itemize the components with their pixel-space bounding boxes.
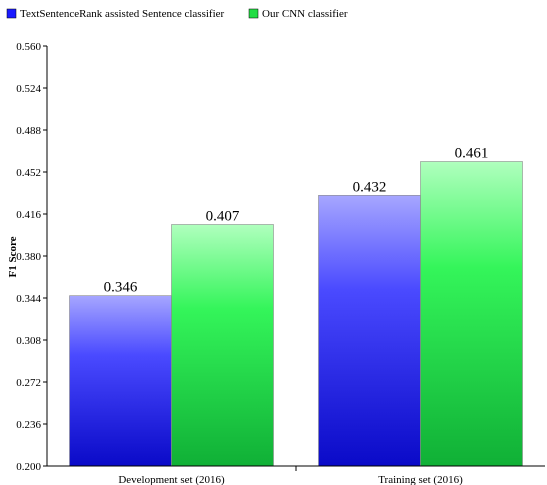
y-tick-label: 0.308 — [16, 335, 41, 347]
data-label: 0.461 — [455, 146, 489, 162]
legend-label-series-2: Our CNN classifier — [262, 8, 348, 20]
data-label: 0.346 — [104, 280, 138, 296]
legend-swatch-series-2 — [248, 8, 259, 19]
value-labels: 0.346 0.407 0.432 0.461 — [104, 146, 489, 296]
bar — [420, 161, 523, 467]
y-tick-label: 0.416 — [16, 209, 41, 221]
legend: TextSentenceRank assisted Sentence class… — [6, 8, 348, 20]
y-axis-label: F1 Score — [7, 236, 19, 277]
bar — [171, 224, 274, 467]
y-tick-label: 0.488 — [16, 125, 41, 137]
y-tick-label: 0.272 — [16, 377, 41, 389]
data-label: 0.407 — [206, 209, 240, 225]
x-tick-label: Development set (2016) — [118, 474, 225, 485]
bars — [69, 161, 523, 467]
data-label: 0.432 — [353, 179, 387, 195]
y-tick-label: 0.380 — [16, 251, 41, 263]
y-tick-label: 0.560 — [16, 41, 41, 53]
y-tick-label: 0.236 — [16, 419, 41, 431]
y-axis: 0.200 0.236 0.272 0.308 0.344 0.380 0.416 0.452… — [16, 41, 48, 473]
y-tick-label: 0.344 — [16, 293, 41, 305]
bar — [318, 195, 421, 467]
y-tick-label: 0.524 — [16, 83, 41, 95]
bar — [69, 295, 172, 467]
x-axis: Development set (2016) Training set (2016… — [47, 465, 545, 485]
legend-label-series-1: TextSentenceRank assisted Sentence class… — [20, 8, 225, 20]
legend-swatch-series-1 — [6, 8, 17, 19]
x-tick-label: Training set (2016) — [378, 474, 463, 485]
y-tick-label: 0.200 — [16, 461, 41, 473]
y-tick-label: 0.452 — [16, 167, 41, 179]
